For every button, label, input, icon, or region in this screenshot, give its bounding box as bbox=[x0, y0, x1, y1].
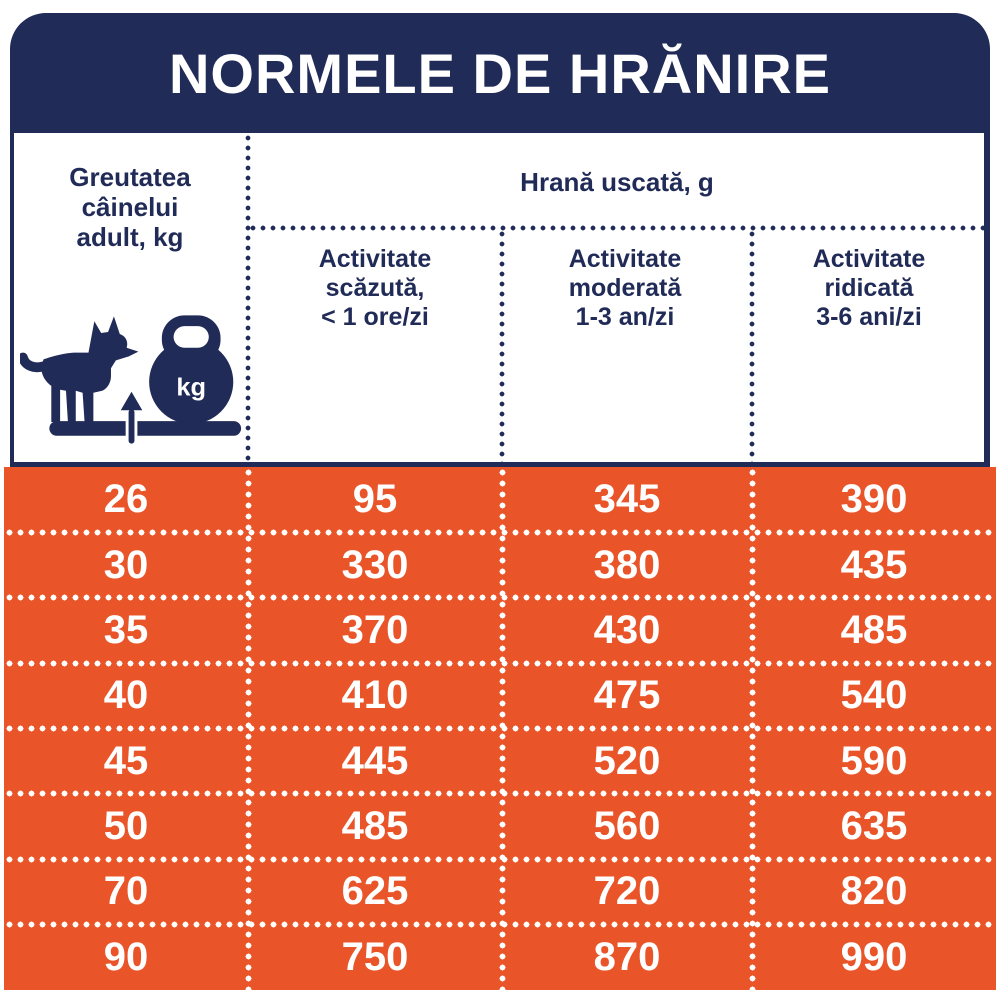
high-activity-cell: 540 bbox=[840, 673, 908, 718]
low-activity-cell: 625 bbox=[341, 869, 409, 914]
table-row: 45 445 520 590 bbox=[4, 729, 996, 798]
column-header-high-activity: Activitate ridicată 3-6 ani/zi bbox=[812, 245, 926, 331]
page-title: NORMELE DE HRĂNIRE bbox=[168, 41, 832, 105]
dog-weight-icon: kg bbox=[20, 310, 245, 448]
low-activity-cell: 445 bbox=[341, 738, 409, 783]
low-activity-cell: 330 bbox=[341, 542, 409, 587]
dotted-separator-vertical-3 bbox=[749, 229, 755, 462]
table-row: 35 370 430 485 bbox=[4, 598, 996, 668]
table-row: 40 410 475 540 bbox=[4, 663, 996, 733]
moderate-activity-cell: 720 bbox=[593, 869, 661, 914]
moderate-activity-cell: 870 bbox=[593, 934, 661, 979]
weight-cell: 35 bbox=[103, 607, 149, 652]
dotted-separator-vertical-2 bbox=[499, 229, 505, 462]
weight-cell: 70 bbox=[103, 869, 149, 914]
moderate-activity-cell: 380 bbox=[593, 542, 661, 587]
weight-cell: 45 bbox=[103, 738, 149, 783]
weight-column-header: Greutatea câinelui adult, kg bbox=[69, 162, 191, 252]
kettlebell-kg-label: kg bbox=[176, 374, 206, 402]
low-activity-cell: 95 bbox=[352, 477, 398, 522]
table-row: 30 330 380 435 bbox=[4, 532, 996, 602]
dotted-separator-horizontal bbox=[248, 225, 984, 231]
high-activity-cell: 485 bbox=[840, 607, 908, 652]
low-activity-cell: 410 bbox=[341, 673, 409, 718]
dry-food-group-header: Hrană uscată, g bbox=[520, 167, 714, 197]
moderate-activity-cell: 345 bbox=[593, 477, 661, 522]
high-activity-cell: 635 bbox=[840, 804, 908, 849]
moderate-activity-cell: 475 bbox=[593, 673, 661, 718]
header-banner: NORMELE DE HRĂNIRE bbox=[10, 13, 990, 133]
weight-cell: 40 bbox=[103, 673, 149, 718]
high-activity-cell: 435 bbox=[840, 542, 908, 587]
up-arrow-icon bbox=[116, 386, 147, 445]
table-row: 70 625 720 820 bbox=[4, 859, 996, 929]
column-header-low-activity: Activitate scăzută, < 1 ore/zi bbox=[318, 245, 432, 331]
weight-cell: 26 bbox=[103, 477, 149, 522]
table-rows: 26 95 345 390 30 330 380 435 35 370 430 … bbox=[4, 467, 996, 990]
moderate-activity-cell: 520 bbox=[593, 738, 661, 783]
moderate-activity-cell: 430 bbox=[593, 607, 661, 652]
dotted-separator-vertical-1 bbox=[245, 133, 251, 462]
high-activity-cell: 820 bbox=[840, 869, 908, 914]
table-body: 26 95 345 390 30 330 380 435 35 370 430 … bbox=[4, 467, 996, 990]
table-row: 90 750 870 990 bbox=[4, 925, 996, 990]
high-activity-cell: 990 bbox=[840, 934, 908, 979]
table-row: 26 95 345 390 bbox=[4, 467, 996, 537]
dog-icon bbox=[20, 316, 139, 423]
table-row: 50 485 560 635 bbox=[4, 794, 996, 864]
scale-bar bbox=[49, 421, 242, 436]
high-activity-cell: 390 bbox=[840, 477, 908, 522]
low-activity-cell: 750 bbox=[341, 934, 409, 979]
weight-cell: 90 bbox=[103, 934, 149, 979]
kettlebell-icon: kg bbox=[149, 315, 234, 424]
low-activity-cell: 370 bbox=[341, 607, 409, 652]
low-activity-cell: 485 bbox=[341, 804, 409, 849]
weight-cell: 30 bbox=[103, 542, 149, 587]
weight-cell: 50 bbox=[103, 804, 149, 849]
high-activity-cell: 590 bbox=[840, 738, 908, 783]
column-header-moderate-activity: Activitate moderată 1-3 an/zi bbox=[568, 245, 682, 331]
moderate-activity-cell: 560 bbox=[593, 804, 661, 849]
